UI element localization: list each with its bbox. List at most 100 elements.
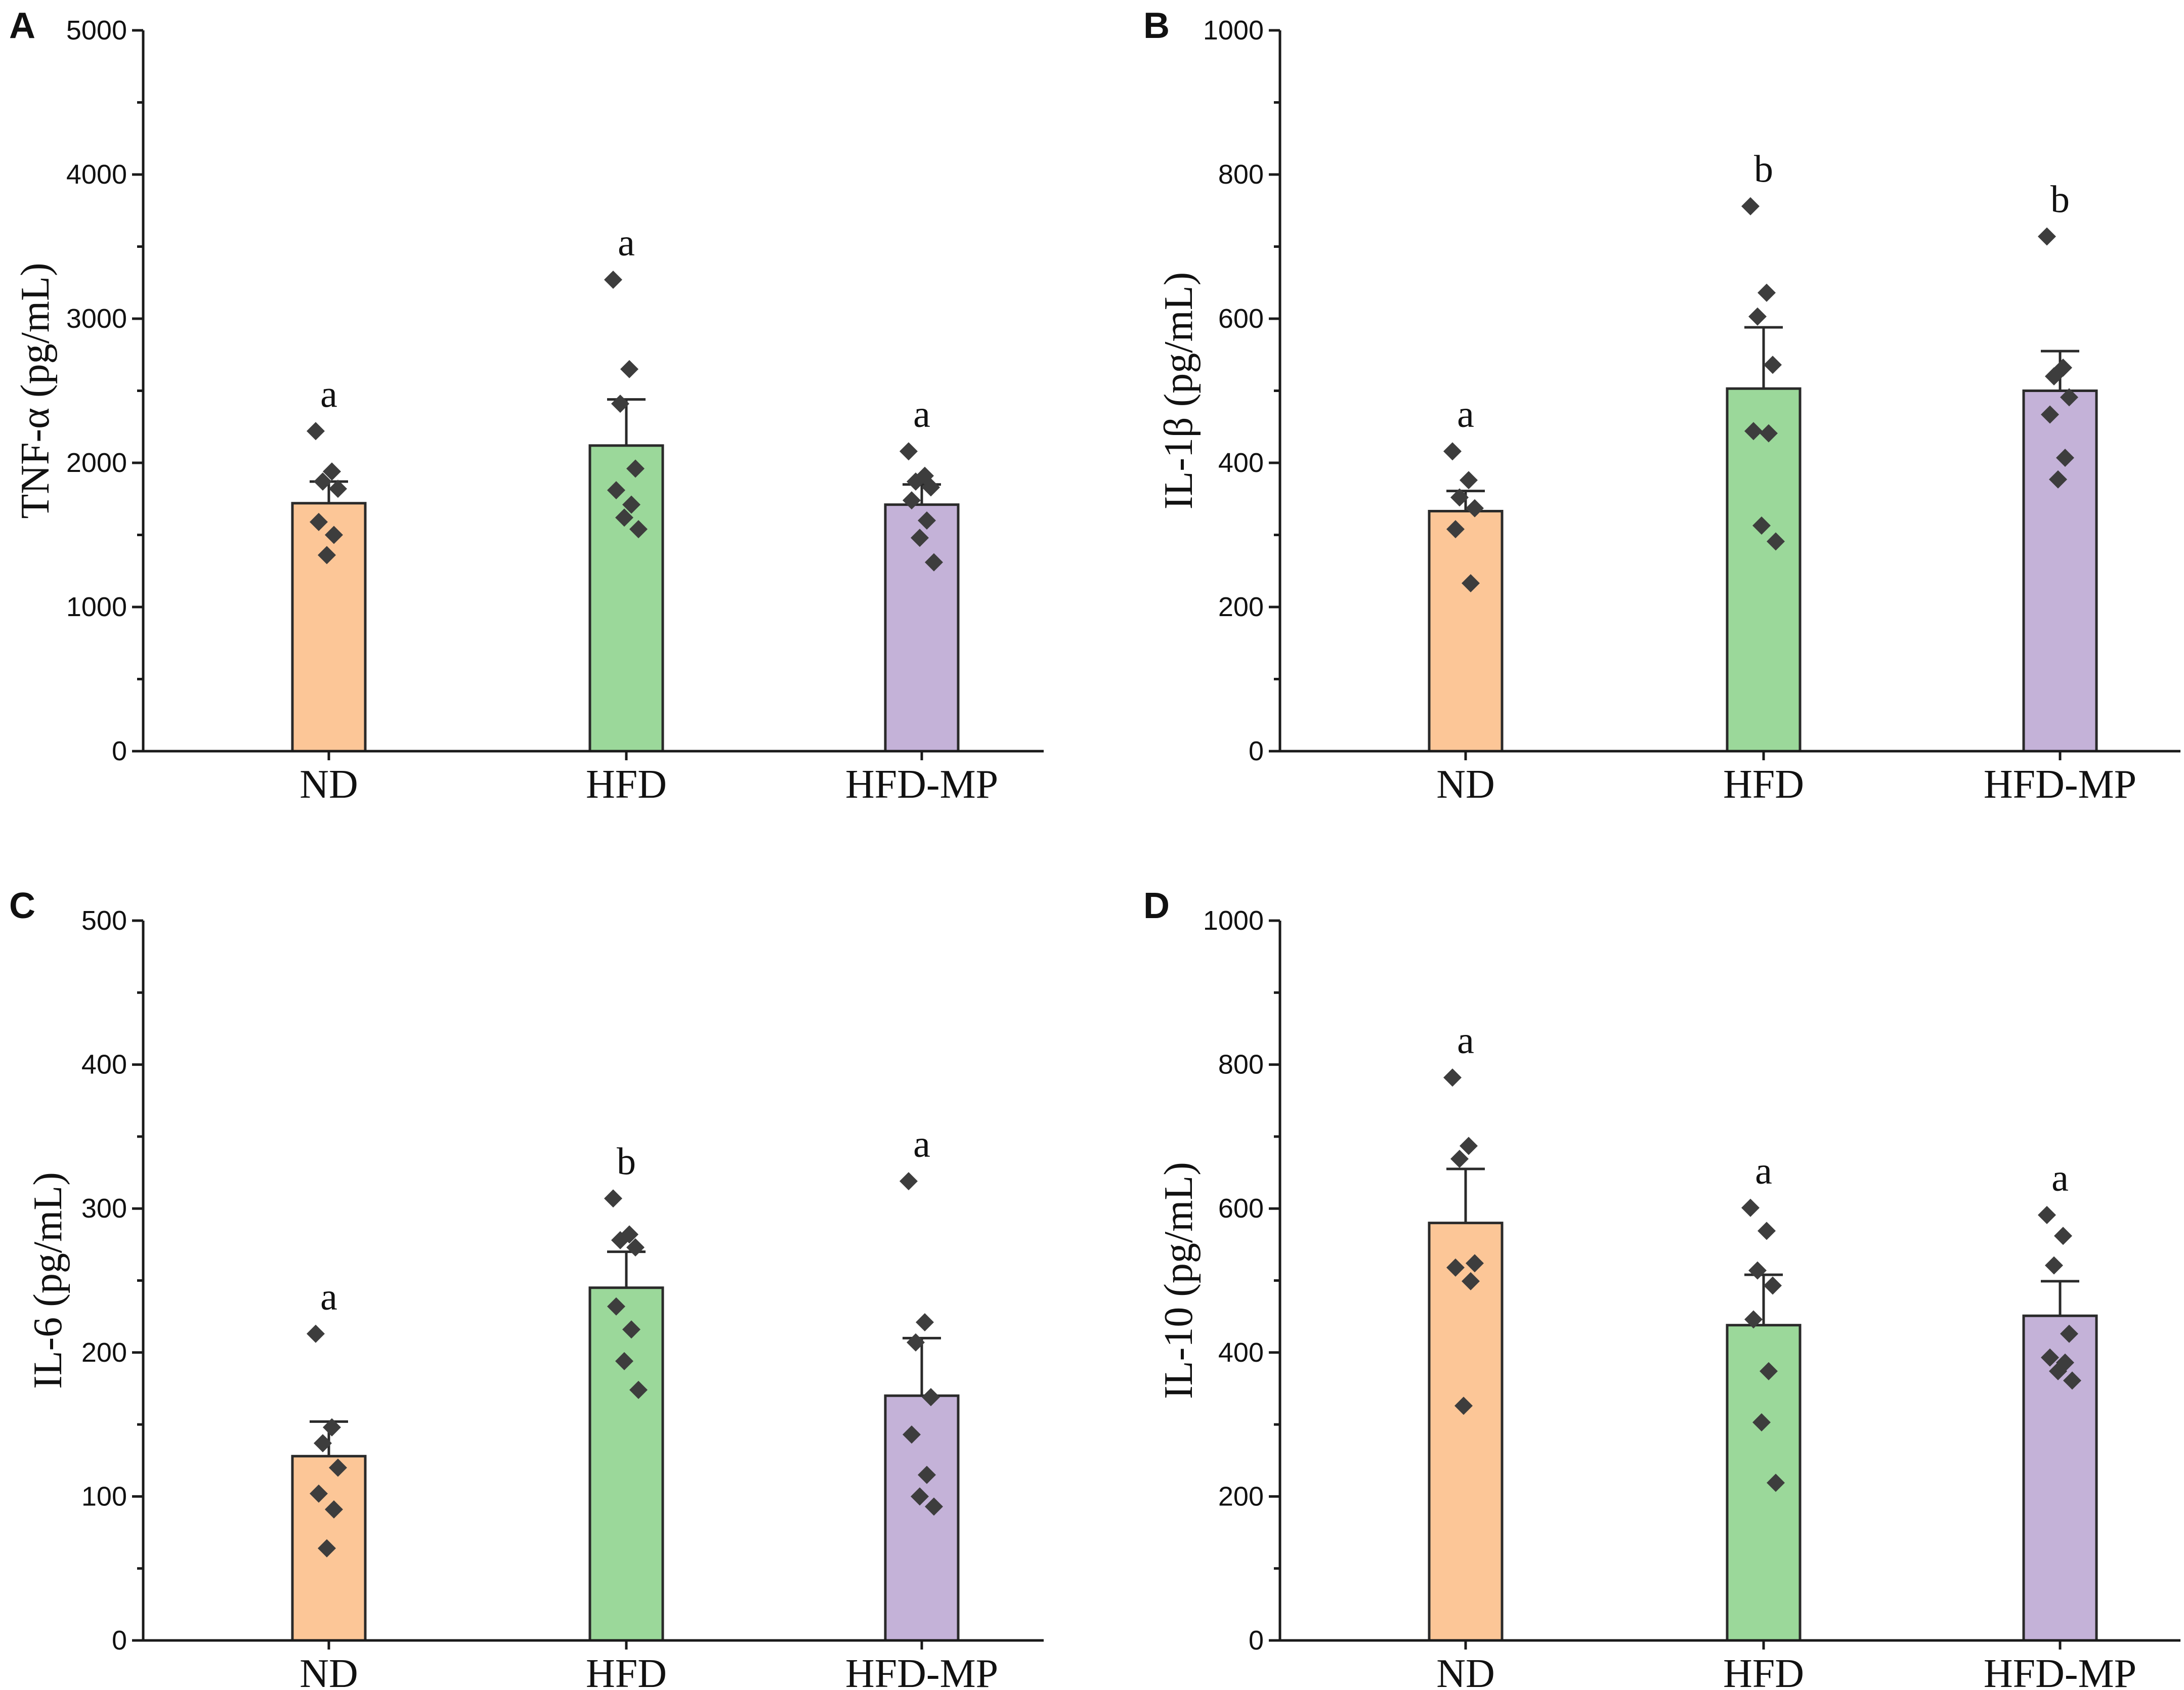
data-point — [1764, 1276, 1782, 1295]
y-tick-label: 500 — [81, 905, 127, 936]
y-tick-label: 0 — [112, 736, 127, 766]
data-point — [2041, 1348, 2059, 1367]
data-point — [911, 1487, 929, 1506]
data-point — [620, 360, 638, 378]
x-tick-label: ND — [299, 1652, 358, 1690]
data-point — [611, 1231, 629, 1249]
data-point — [310, 1484, 328, 1503]
data-point — [329, 480, 347, 498]
data-point — [1454, 1397, 1473, 1415]
significance-letter: b — [617, 1140, 636, 1183]
chart-panel-c: C IL-6 (pg/mL) a ND b HFD a HFD-MP 0 100 200 300 400… — [9, 886, 1044, 1690]
data-point — [1767, 532, 1785, 551]
data-point — [604, 1189, 622, 1208]
significance-letter: b — [1754, 148, 1773, 191]
data-point — [622, 495, 640, 514]
significance-letter: a — [320, 373, 337, 415]
data-point — [1760, 424, 1778, 443]
data-point — [922, 478, 940, 497]
y-tick-label: 2000 — [66, 448, 127, 478]
data-point — [1767, 1474, 1785, 1492]
bar-nd — [1428, 1222, 1504, 1642]
data-point — [916, 1313, 934, 1332]
bar-hfd-mp — [884, 503, 960, 753]
y-axis-label: IL-6 (pg/mL) — [26, 1172, 70, 1389]
data-point — [629, 1380, 648, 1399]
data-point — [918, 511, 936, 530]
data-point — [900, 442, 918, 461]
data-point — [1460, 471, 1478, 490]
x-tick-label: HFD — [586, 1652, 667, 1690]
x-tick-label: HFD-MP — [1984, 762, 2136, 807]
data-point — [1758, 1222, 1776, 1240]
significance-letter: b — [2050, 179, 2070, 221]
data-point — [1744, 422, 1763, 441]
data-point — [925, 1497, 943, 1516]
data-point — [918, 1465, 936, 1484]
bar-hfd — [1726, 387, 1802, 753]
y-tick-label: 4000 — [66, 159, 127, 190]
data-point — [607, 1297, 625, 1316]
data-point — [607, 481, 625, 500]
x-tick-label: HFD-MP — [1984, 1652, 2136, 1690]
y-tick-label: 300 — [81, 1193, 127, 1224]
data-point — [1752, 1413, 1771, 1432]
panel-letter: C — [9, 886, 35, 926]
data-point — [1764, 356, 1782, 374]
data-point — [325, 1500, 343, 1519]
y-tick-label: 800 — [1218, 1050, 1264, 1080]
data-point — [1462, 574, 1480, 592]
significance-letter: a — [1457, 393, 1474, 436]
data-point — [2049, 1362, 2067, 1380]
data-point — [1462, 1272, 1480, 1290]
data-point — [2049, 470, 2067, 489]
data-point — [1760, 1362, 1778, 1380]
data-point — [325, 526, 343, 544]
y-axis-label: IL-10 (pg/mL) — [1157, 1162, 1201, 1399]
data-point — [307, 422, 325, 441]
data-point — [622, 1320, 640, 1339]
y-tick-label: 400 — [1218, 1337, 1264, 1368]
data-point — [314, 1434, 332, 1453]
data-point — [323, 462, 341, 481]
data-point — [1758, 283, 1776, 302]
x-tick-label: HFD-MP — [845, 1652, 998, 1690]
x-tick-label: HFD — [586, 762, 667, 807]
data-point — [2054, 1227, 2072, 1245]
data-point — [307, 1324, 325, 1343]
data-point — [907, 472, 925, 491]
y-tick-label: 100 — [81, 1481, 127, 1511]
x-tick-label: HFD — [1723, 1652, 1804, 1690]
y-tick-label: 1000 — [66, 592, 127, 622]
bar-nd — [291, 502, 367, 753]
y-axis-label: TNF-α (pg/mL) — [13, 263, 58, 518]
bar-hfd-mp — [2022, 389, 2098, 753]
panel-letter: B — [1143, 6, 1170, 46]
panel-letter: A — [9, 6, 35, 46]
panel-letter: D — [1143, 886, 1170, 926]
data-point — [1443, 1068, 1462, 1087]
significance-letter: a — [618, 222, 635, 264]
data-point — [2060, 1324, 2078, 1343]
data-point — [323, 1418, 341, 1437]
y-tick-label: 200 — [1218, 592, 1264, 622]
data-point — [2045, 1256, 2063, 1275]
y-tick-label: 5000 — [66, 15, 127, 46]
data-point — [2045, 367, 2063, 385]
y-tick-label: 0 — [112, 1625, 127, 1656]
data-point — [922, 1388, 940, 1407]
bar-hfd-mp — [884, 1394, 960, 1642]
data-point — [2038, 1206, 2056, 1225]
data-point — [1466, 499, 1484, 517]
y-tick-label: 200 — [1218, 1481, 1264, 1511]
y-tick-label: 400 — [1218, 448, 1264, 478]
chart-panel-d: D IL-10 (pg/mL) a ND a HFD a HFD-MP 0 200 400 600 80… — [1143, 886, 2180, 1690]
data-point — [626, 1238, 645, 1257]
data-point — [626, 459, 645, 478]
y-tick-label: 1000 — [1203, 15, 1264, 46]
chart-panel-a: A TNF-α (pg/mL) a ND a HFD a HFD-MP 0 1000 2000 300… — [9, 6, 1044, 807]
data-point — [2060, 388, 2078, 407]
data-point — [1450, 488, 1469, 507]
data-point — [2056, 449, 2074, 467]
significance-letter: a — [2051, 1157, 2069, 1199]
